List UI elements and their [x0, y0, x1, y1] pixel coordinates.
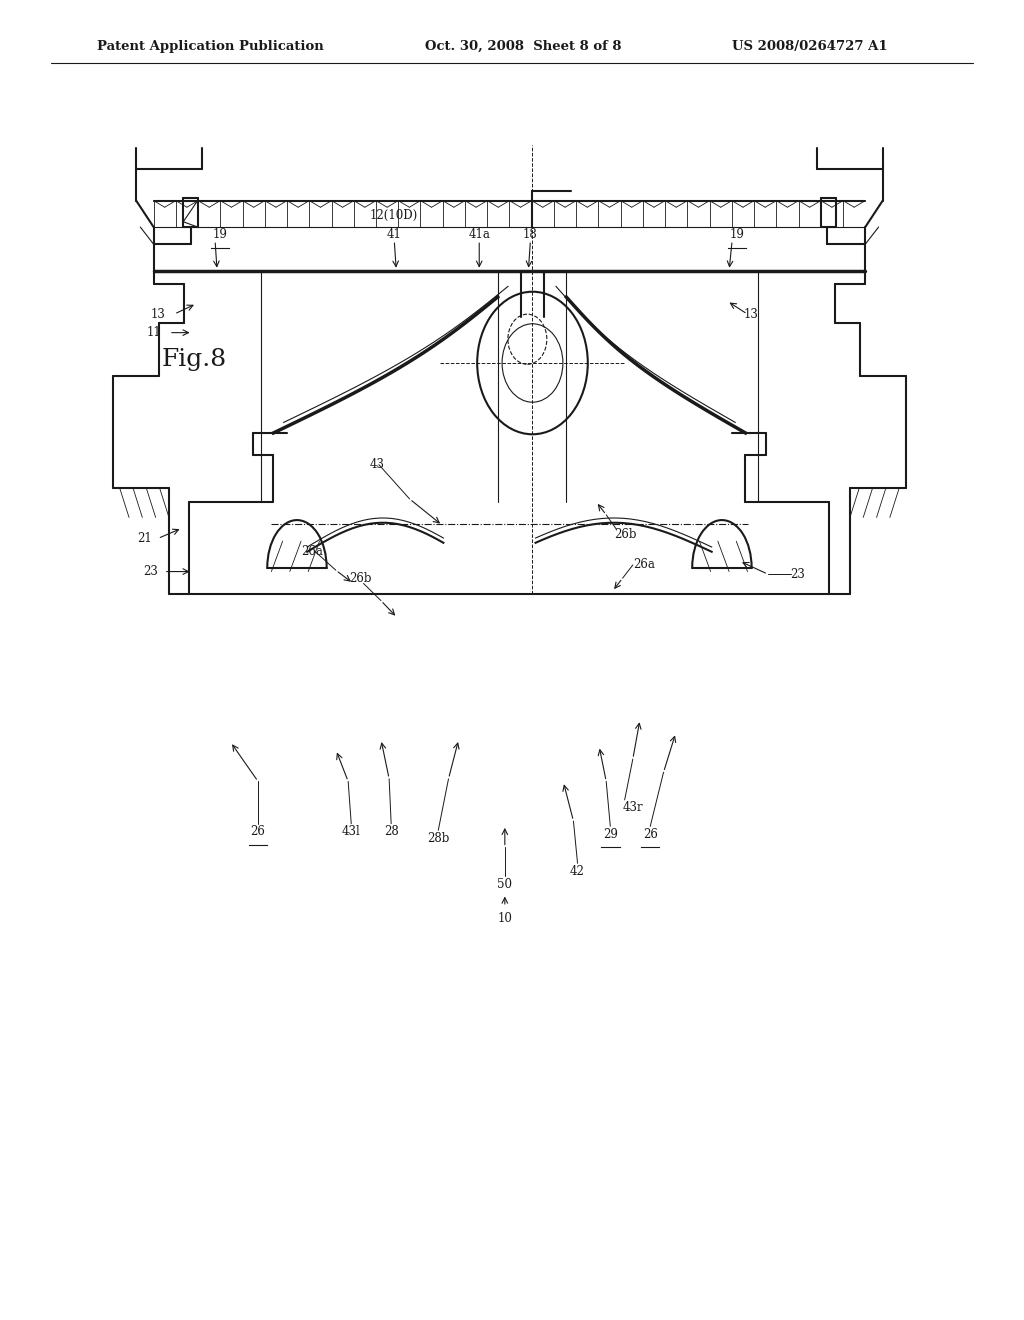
Text: 29: 29	[603, 828, 617, 841]
Text: Patent Application Publication: Patent Application Publication	[97, 40, 324, 53]
Text: 13: 13	[151, 308, 166, 321]
Text: 19: 19	[730, 228, 744, 242]
Text: 26a: 26a	[301, 545, 324, 558]
Text: 43r: 43r	[623, 801, 643, 814]
Text: Fig.8: Fig.8	[162, 347, 227, 371]
Text: 41: 41	[387, 228, 401, 242]
Text: 43l: 43l	[342, 825, 360, 838]
Text: 50: 50	[498, 878, 512, 891]
Text: US 2008/0264727 A1: US 2008/0264727 A1	[732, 40, 888, 53]
Text: 26b: 26b	[614, 528, 637, 541]
Text: 13: 13	[743, 308, 759, 321]
Text: 19: 19	[213, 228, 227, 242]
Text: 42: 42	[570, 865, 585, 878]
Text: 21: 21	[137, 532, 152, 545]
Text: Oct. 30, 2008  Sheet 8 of 8: Oct. 30, 2008 Sheet 8 of 8	[425, 40, 622, 53]
Text: 41a: 41a	[468, 228, 490, 242]
Text: 23: 23	[142, 565, 158, 578]
Text: 26: 26	[251, 825, 265, 838]
Text: 26: 26	[643, 828, 657, 841]
Text: 28: 28	[384, 825, 398, 838]
Text: 12(10D): 12(10D)	[370, 209, 419, 222]
Text: 10: 10	[498, 912, 512, 925]
Text: 43: 43	[370, 458, 384, 471]
Text: 23: 23	[791, 568, 806, 581]
Text: 18: 18	[523, 228, 538, 242]
Text: 28b: 28b	[427, 832, 450, 845]
Text: 26a: 26a	[633, 558, 654, 572]
Text: 11: 11	[147, 326, 162, 339]
Text: 26b: 26b	[349, 572, 372, 585]
